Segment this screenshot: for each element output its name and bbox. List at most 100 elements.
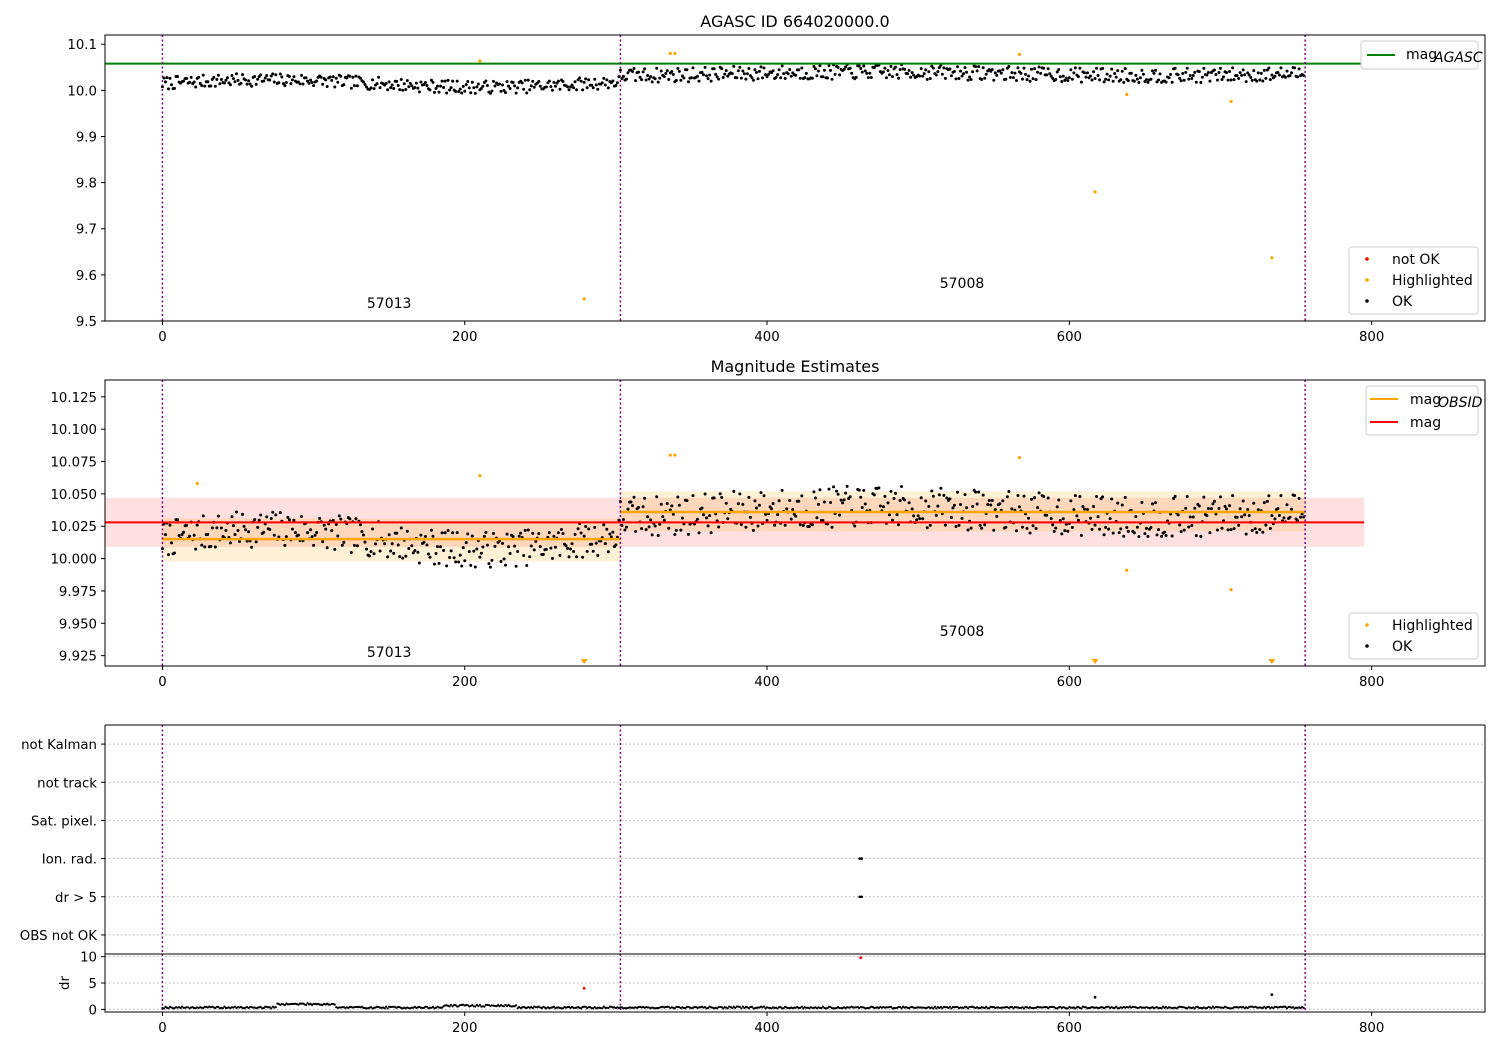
- mag-estimates-ok-point: [910, 507, 914, 511]
- mag-estimates-ok-point: [491, 531, 495, 535]
- mag-estimates-ok-point: [662, 518, 666, 522]
- mag-estimates-ok-point: [1095, 494, 1099, 498]
- agasc-ok-point: [872, 66, 876, 70]
- mag-estimates-ok-point: [798, 523, 802, 527]
- agasc-ok-point: [259, 73, 263, 77]
- agasc-ok-point: [1067, 76, 1071, 80]
- agasc-ok-point: [1226, 78, 1230, 82]
- dr-point: [985, 1005, 988, 1008]
- agasc-legend-label: Highlighted: [1392, 273, 1473, 289]
- dr-point: [309, 1002, 312, 1005]
- dr-point: [1299, 1007, 1302, 1010]
- agasc-ok-point: [1060, 80, 1064, 84]
- agasc-ok-point: [1202, 66, 1206, 70]
- dr-point: [306, 1002, 309, 1005]
- agasc-ok-point: [1054, 77, 1058, 81]
- mag-estimates-ok-point: [396, 543, 400, 547]
- mag-estimates-ok-point: [591, 549, 595, 553]
- mag-estimates-ok-point: [306, 531, 310, 535]
- agasc-ok-point: [1206, 70, 1210, 74]
- mag-estimates-ok-point: [1081, 505, 1085, 509]
- mag-estimates-ok-point: [203, 545, 207, 549]
- agasc-ok-point: [971, 70, 975, 74]
- mag-estimates-ok-point: [1134, 515, 1138, 519]
- dr-point: [247, 1006, 250, 1010]
- mag-estimates-ok-point: [631, 504, 635, 508]
- agasc-ok-point: [173, 86, 177, 90]
- mag-estimates-ok-point: [339, 517, 343, 521]
- agasc-ok-point: [1039, 71, 1043, 75]
- agasc-ok-point: [732, 64, 736, 68]
- mag-estimates-ok-point: [1066, 529, 1070, 533]
- agasc-ok-point: [1141, 72, 1145, 76]
- agasc-ok-point: [907, 68, 911, 72]
- dr-point: [673, 1007, 676, 1010]
- agasc-ok-point: [1220, 78, 1224, 82]
- agasc-ok-point: [868, 71, 872, 75]
- mag-estimates-ok-point: [233, 532, 237, 536]
- mag-estimates-ok-point: [1243, 513, 1247, 517]
- mag-estimates-ok-point: [776, 513, 780, 517]
- offscale-marker: [1268, 659, 1276, 664]
- agasc-y-tick-label: 9.7: [76, 223, 97, 238]
- mag-estimates-ok-point: [1226, 528, 1230, 532]
- mag-estimates-ok-point: [188, 534, 192, 538]
- dr-point: [935, 1007, 938, 1010]
- mag-estimates-ok-point: [579, 531, 583, 535]
- agasc-ok-point: [936, 70, 940, 74]
- dr-point: [1038, 1006, 1041, 1009]
- mag-estimates-ok-point: [349, 551, 353, 555]
- dr-point: [826, 1006, 829, 1010]
- agasc-ok-point: [1051, 76, 1055, 80]
- agasc-ok-point: [292, 75, 296, 79]
- mag-estimates-ok-point: [1190, 523, 1194, 527]
- agasc-ok-point: [1134, 73, 1138, 77]
- mag-estimates-ok-point: [990, 499, 994, 503]
- agasc-ok-point: [490, 89, 494, 93]
- mag-estimates-ok-point: [467, 550, 471, 554]
- agasc-ok-point: [446, 78, 450, 82]
- dr-point: [310, 1003, 314, 1007]
- agasc-ok-point: [481, 84, 485, 88]
- mag-estimates-ok-point: [773, 523, 777, 527]
- dr-point: [821, 1005, 825, 1008]
- mag-estimates-ok-point: [584, 525, 588, 529]
- agasc-ok-point: [324, 78, 328, 82]
- agasc-ok-point: [216, 73, 220, 77]
- dr-point: [507, 1003, 510, 1007]
- agasc-ok-point: [1179, 79, 1183, 83]
- agasc-ok-point: [339, 74, 343, 78]
- mag-estimates-ok-point: [1170, 534, 1174, 538]
- mag-estimates-ok-point: [680, 516, 684, 520]
- mag-estimates-ok-point: [697, 531, 701, 535]
- dr-point: [457, 1005, 460, 1008]
- mag-estimates-ok-point: [954, 525, 958, 529]
- mag-estimates-ok-point: [1007, 489, 1011, 493]
- agasc-ok-point: [233, 80, 237, 84]
- agasc-ok-point: [788, 68, 792, 72]
- agasc-ok-point: [1008, 75, 1012, 79]
- agasc-ok-point: [1296, 75, 1300, 79]
- agasc-ok-point: [709, 79, 713, 83]
- dr-point: [1264, 1007, 1267, 1010]
- agasc-ok-point: [618, 68, 622, 72]
- agasc-ok-point: [1243, 73, 1247, 77]
- agasc-ok-point: [269, 74, 273, 78]
- agasc-ok-point: [813, 67, 817, 71]
- mag-estimates-ok-point: [1191, 515, 1195, 519]
- dr-point: [223, 1005, 226, 1008]
- dr-point: [214, 1007, 217, 1010]
- mag-estimates-ok-point: [594, 541, 598, 545]
- agasc-ok-point: [1076, 75, 1080, 79]
- agasc-ok-point: [812, 65, 816, 69]
- mag-estimates-ok-point: [821, 518, 825, 522]
- dr-point: [722, 1007, 725, 1010]
- mag-estimates-ok-point: [1058, 519, 1062, 523]
- mag-estimates-ok-point: [647, 525, 651, 529]
- mag-estimates-ok-point: [1028, 531, 1032, 535]
- mag-estimates-ok-point: [487, 562, 491, 566]
- flag-point: [858, 857, 862, 860]
- agasc-ok-point: [1007, 64, 1011, 68]
- agasc-ok-point: [735, 76, 739, 80]
- agasc-ok-point: [1297, 67, 1301, 71]
